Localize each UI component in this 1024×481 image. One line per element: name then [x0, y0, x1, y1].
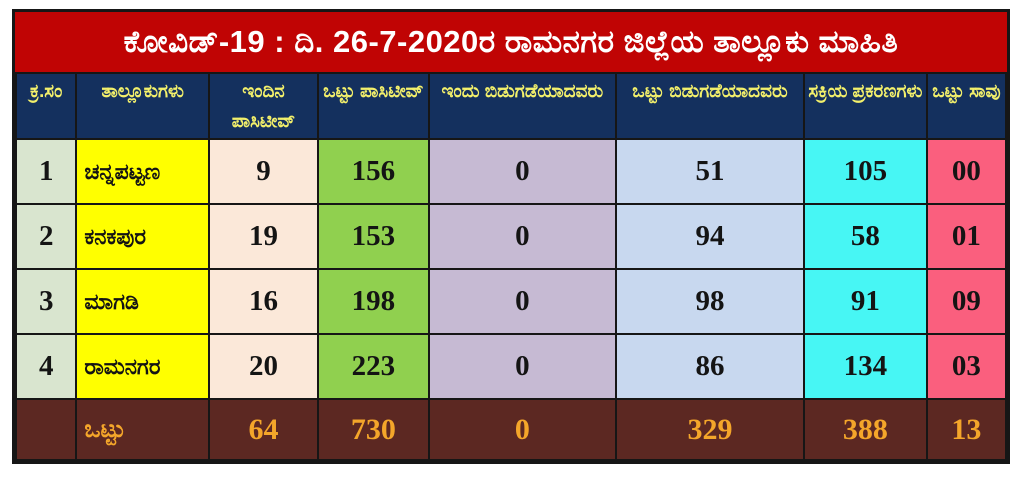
header-taluks: ತಾಲ್ಲೂಕುಗಳು [75, 72, 211, 140]
page-title: ಕೋವಿಡ್-19 : ದಿ. 26-7-2020ರ ರಾಮನಗರ ಜಿಲ್ಲೆ… [15, 12, 1007, 72]
cell-total-positive: 153 [316, 203, 430, 270]
cell-total-released: 98 [614, 268, 806, 335]
cell-today-positive: 19 [208, 203, 319, 270]
cell-total-positive: 198 [316, 268, 430, 335]
header-active-cases: ಸಕ್ರಿಯ ಪ್ರಕರಣಗಳು [803, 72, 928, 140]
cell-today-released: 0 [427, 268, 617, 335]
cell-total-deaths: 03 [925, 333, 1008, 400]
cell-today-released: 0 [427, 138, 617, 205]
cell-total-deaths: 09 [925, 268, 1008, 335]
totals-total-deaths: 13 [925, 398, 1008, 461]
cell-taluk: ಮಾಗಡಿ [75, 268, 211, 335]
cell-active-cases: 134 [803, 333, 928, 400]
totals-total-positive: 730 [316, 398, 430, 461]
table-row: 1 ಚನ್ನಪಟ್ಟಣ 9 156 0 51 105 00 [14, 138, 1008, 205]
totals-today-released: 0 [427, 398, 617, 461]
cell-total-released: 94 [614, 203, 806, 270]
table-row: 3 ಮಾಗಡಿ 16 198 0 98 91 09 [14, 268, 1008, 335]
table-row: 2 ಕನಕಪುರ 19 153 0 94 58 01 [14, 203, 1008, 270]
header-total-released: ಒಟ್ಟು ಬಿಡುಗಡೆಯಾದವರು [614, 72, 806, 140]
cell-today-positive: 16 [208, 268, 319, 335]
cell-serial: 4 [14, 333, 78, 400]
totals-active-cases: 388 [803, 398, 928, 461]
cell-active-cases: 58 [803, 203, 928, 270]
cell-total-positive: 156 [316, 138, 430, 205]
header-total-positive: ಒಟ್ಟು ಪಾಸಿಟೀವ್ [316, 72, 430, 140]
cell-total-released: 86 [614, 333, 806, 400]
totals-row: ಒಟ್ಟು 64 730 0 329 388 13 [14, 398, 1008, 461]
header-total-deaths: ಒಟ್ಟು ಸಾವು [925, 72, 1008, 140]
header-today-released: ಇಂದು ಬಿಡುಗಡೆಯಾದವರು [427, 72, 617, 140]
totals-label: ಒಟ್ಟು [75, 398, 211, 461]
cell-total-deaths: 00 [925, 138, 1008, 205]
cell-taluk: ಚನ್ನಪಟ್ಟಣ [75, 138, 211, 205]
table-row: 4 ರಾಮನಗರ 20 223 0 86 134 03 [14, 333, 1008, 400]
cell-serial: 3 [14, 268, 78, 335]
cell-today-released: 0 [427, 333, 617, 400]
cell-taluk: ಕನಕಪುರ [75, 203, 211, 270]
cell-total-positive: 223 [316, 333, 430, 400]
header-today-positive: ಇಂದಿನ ಪಾಸಿಟೀವ್ [208, 72, 319, 140]
cell-active-cases: 91 [803, 268, 928, 335]
totals-total-released: 329 [614, 398, 806, 461]
header-serial: ಕ್ರ.ಸಂ [14, 72, 78, 140]
cell-serial: 1 [14, 138, 78, 205]
header-row: ಕ್ರ.ಸಂ ತಾಲ್ಲೂಕುಗಳು ಇಂದಿನ ಪಾಸಿಟೀವ್ ಒಟ್ಟು … [14, 72, 1008, 140]
cell-today-released: 0 [427, 203, 617, 270]
covid-taluk-table: ಕ್ರ.ಸಂ ತಾಲ್ಲೂಕುಗಳು ಇಂದಿನ ಪಾಸಿಟೀವ್ ಒಟ್ಟು … [14, 72, 1008, 461]
cell-taluk: ರಾಮನಗರ [75, 333, 211, 400]
cell-total-deaths: 01 [925, 203, 1008, 270]
cell-today-positive: 9 [208, 138, 319, 205]
cell-serial: 2 [14, 203, 78, 270]
cell-today-positive: 20 [208, 333, 319, 400]
totals-today-positive: 64 [208, 398, 319, 461]
cell-total-released: 51 [614, 138, 806, 205]
totals-empty-cell [14, 398, 78, 461]
cell-active-cases: 105 [803, 138, 928, 205]
covid-report-board: ಕೋವಿಡ್-19 : ದಿ. 26-7-2020ರ ರಾಮನಗರ ಜಿಲ್ಲೆ… [12, 9, 1010, 464]
